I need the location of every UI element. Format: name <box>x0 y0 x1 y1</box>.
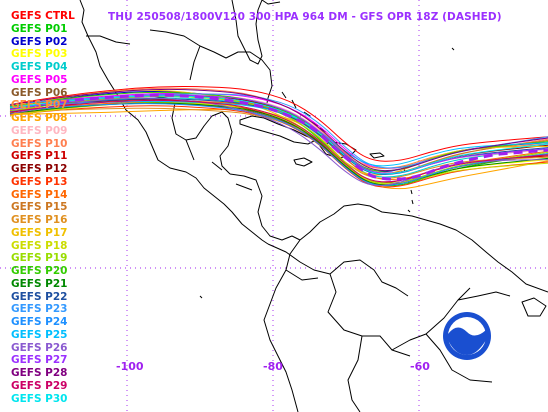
legend-item: GEFS P04 <box>11 61 68 73</box>
legend-item: GEFS P01 <box>11 22 68 35</box>
legend-item: GEFS P08 <box>11 112 68 124</box>
south-america-west-coast <box>263 239 301 412</box>
legend-item: GEFS P06 <box>11 86 68 99</box>
ensemble-member-contour <box>9 91 548 172</box>
legend-item: GEFS P14 <box>11 188 68 201</box>
yucatan-coast <box>171 97 233 175</box>
legend-item: GEFS P24 <box>11 316 68 328</box>
interior-borders <box>86 35 511 412</box>
legend-item: GEFS P07 <box>11 99 68 112</box>
noaa-logo-text: NOAA <box>457 322 477 329</box>
noaa-logo-gull <box>448 327 486 355</box>
legend-item: GEFS P29 <box>11 379 68 392</box>
legend-item: GEFS P28 <box>11 367 68 379</box>
us-east-coast <box>261 0 281 5</box>
legend-item: GEFS P20 <box>11 265 68 277</box>
legend-item: GEFS P19 <box>11 252 68 265</box>
jamaica <box>293 157 313 167</box>
central-america-caribbean-coast <box>229 173 301 241</box>
legend-item: GEFS CTRL <box>11 10 75 22</box>
gulf-coast <box>149 29 273 109</box>
florida-coast <box>231 0 263 65</box>
ensemble-member-contour <box>9 85 548 162</box>
legend-item: GEFS P17 <box>11 226 68 239</box>
legend-item: GEFS P15 <box>11 201 68 214</box>
legend-item: GEFS P03 <box>11 48 68 61</box>
legend-item: GEFS P26 <box>11 341 68 354</box>
legend-item: GEFS P27 <box>11 354 68 367</box>
longitude-label-60w: -60 <box>410 360 430 373</box>
legend-item: GEFS P12 <box>11 163 68 175</box>
ensemble-member-contour <box>9 95 548 184</box>
legend-item: GEFS P18 <box>11 239 68 252</box>
legend-item: GEFS P10 <box>11 137 68 150</box>
ensemble-member-contour <box>9 88 548 172</box>
legend: GEFS CTRL GEFS P01 GEFS P02 GEFS P03 GEFS P0… <box>11 10 75 405</box>
legend-item: GEFS P16 <box>11 214 68 226</box>
legend-item: GEFS P02 <box>11 35 68 48</box>
noaa-logo: NOAA <box>443 312 491 360</box>
legend-item: GEFS P25 <box>11 328 68 341</box>
legend-item: GEFS P23 <box>11 303 68 316</box>
gfs-opr-dashed-contour <box>59 93 548 181</box>
legend-item: GEFS P11 <box>11 150 68 163</box>
legend-item: GEFS P13 <box>11 175 68 188</box>
legend-item: GEFS P22 <box>11 290 68 303</box>
ensemble-member-contour <box>9 103 548 187</box>
south-america-north-coast <box>299 203 548 293</box>
cuba <box>239 115 317 145</box>
puerto-rico <box>369 152 385 159</box>
gfs-opr-contour <box>59 93 548 181</box>
longitude-label-80w: -80 <box>263 360 283 373</box>
ensemble-member-contour <box>9 97 548 186</box>
north-central-america-coast <box>79 0 269 245</box>
longitude-label-100w: -100 <box>116 360 144 373</box>
ensemble-member-contour <box>9 95 548 175</box>
small-islands <box>199 47 455 299</box>
legend-item: GEFS P30 <box>11 392 68 405</box>
ensemble-member-contour <box>9 99 548 183</box>
legend-item: GEFS P09 <box>11 124 68 137</box>
legend-item: GEFS P21 <box>11 277 68 290</box>
chart-title: THU 250508/1800V120 300 HPA 964 DM - GFS… <box>108 11 502 23</box>
island-right-edge <box>521 297 547 317</box>
ensemble-contours <box>9 85 548 190</box>
legend-item: GEFS P05 <box>11 73 68 86</box>
